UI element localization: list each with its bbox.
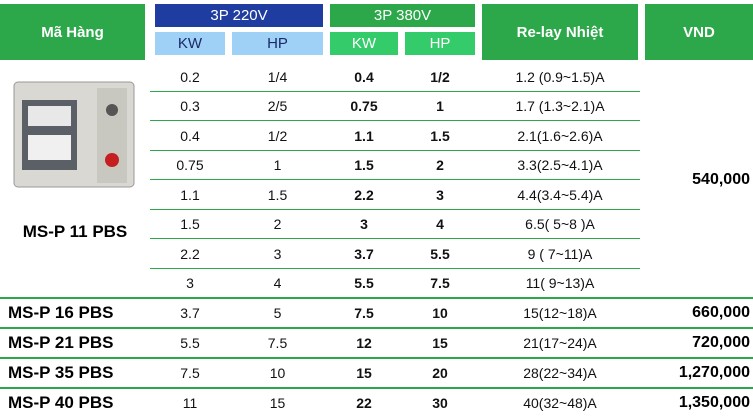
relay: 21(17~24)A — [482, 328, 638, 358]
kw-220: 0.2 — [155, 62, 225, 92]
kw-220: 1.5 — [155, 210, 225, 240]
hp-220: 3 — [232, 239, 323, 269]
hp-380: 1.5 — [405, 121, 475, 151]
hp-220: 2 — [232, 210, 323, 240]
hp-380: 7.5 — [405, 269, 475, 299]
kw-220: 11 — [155, 388, 225, 418]
price: 540,000 — [645, 62, 750, 298]
hp-380: 20 — [405, 358, 475, 388]
hp-220: 15 — [232, 388, 323, 418]
product-name: MS-P 21 PBS — [0, 328, 150, 358]
product-name: MS-P 11 PBS — [0, 212, 150, 252]
relay: 11( 9~13)A — [482, 269, 638, 299]
kw-380: 7.5 — [330, 298, 398, 328]
hp-380: 3 — [405, 180, 475, 210]
hp-380: 15 — [405, 328, 475, 358]
header-group-380: 3P 380V — [330, 4, 475, 27]
relay: 2.1(1.6~2.6)A — [482, 121, 638, 151]
hp-380: 4 — [405, 210, 475, 240]
kw-380: 12 — [330, 328, 398, 358]
relay: 1.2 (0.9~1.5)A — [482, 62, 638, 92]
header-price: VND — [645, 4, 753, 60]
kw-220: 1.1 — [155, 180, 225, 210]
kw-380: 0.75 — [330, 92, 398, 122]
hp-380: 30 — [405, 388, 475, 418]
relay: 1.7 (1.3~2.1)A — [482, 92, 638, 122]
relay: 40(32~48)A — [482, 388, 638, 418]
hp-380: 5.5 — [405, 239, 475, 269]
header-hp-220: HP — [232, 32, 323, 55]
product-name: MS-P 40 PBS — [0, 388, 150, 418]
kw-380: 5.5 — [330, 269, 398, 299]
kw-380: 3 — [330, 210, 398, 240]
product-image — [12, 80, 137, 190]
header-relay: Re-lay Nhiệt — [482, 4, 638, 60]
hp-220: 2/5 — [232, 92, 323, 122]
relay: 4.4(3.4~5.4)A — [482, 180, 638, 210]
kw-380: 0.4 — [330, 62, 398, 92]
kw-380: 1.5 — [330, 151, 398, 181]
hp-220: 7.5 — [232, 328, 323, 358]
hp-220: 1/4 — [232, 62, 323, 92]
hp-380: 10 — [405, 298, 475, 328]
kw-220: 0.4 — [155, 121, 225, 151]
product-name: MS-P 16 PBS — [0, 298, 150, 328]
relay: 6.5( 5~8 )A — [482, 210, 638, 240]
relay: 15(12~18)A — [482, 298, 638, 328]
hp-220: 1/2 — [232, 121, 323, 151]
hp-220: 1.5 — [232, 180, 323, 210]
kw-380: 2.2 — [330, 180, 398, 210]
kw-380: 22 — [330, 388, 398, 418]
relay: 3.3(2.5~4.1)A — [482, 151, 638, 181]
header-product: Mã Hàng — [0, 4, 145, 60]
header-hp-380: HP — [405, 32, 475, 55]
kw-380: 1.1 — [330, 121, 398, 151]
price: 1,270,000 — [645, 358, 750, 388]
kw-220: 5.5 — [155, 328, 225, 358]
header-group-220: 3P 220V — [155, 4, 323, 27]
kw-220: 3 — [155, 269, 225, 299]
price: 1,350,000 — [645, 388, 750, 418]
hp-380: 2 — [405, 151, 475, 181]
header-kw-380: KW — [330, 32, 398, 55]
price: 660,000 — [645, 298, 750, 328]
hp-380: 1/2 — [405, 62, 475, 92]
hp-220: 4 — [232, 269, 323, 299]
relay: 9 ( 7~11)A — [482, 239, 638, 269]
hp-220: 5 — [232, 298, 323, 328]
hp-380: 1 — [405, 92, 475, 122]
header-kw-220: KW — [155, 32, 225, 55]
hp-220: 1 — [232, 151, 323, 181]
kw-380: 15 — [330, 358, 398, 388]
kw-220: 2.2 — [155, 239, 225, 269]
kw-220: 0.75 — [155, 151, 225, 181]
kw-220: 7.5 — [155, 358, 225, 388]
kw-220: 0.3 — [155, 92, 225, 122]
kw-380: 3.7 — [330, 239, 398, 269]
hp-220: 10 — [232, 358, 323, 388]
kw-220: 3.7 — [155, 298, 225, 328]
product-name: MS-P 35 PBS — [0, 358, 150, 388]
relay: 28(22~34)A — [482, 358, 638, 388]
page: Mã Hàng 3P 220V KW HP 3P 380V KW HP Re-l… — [0, 0, 753, 419]
price: 720,000 — [645, 328, 750, 358]
